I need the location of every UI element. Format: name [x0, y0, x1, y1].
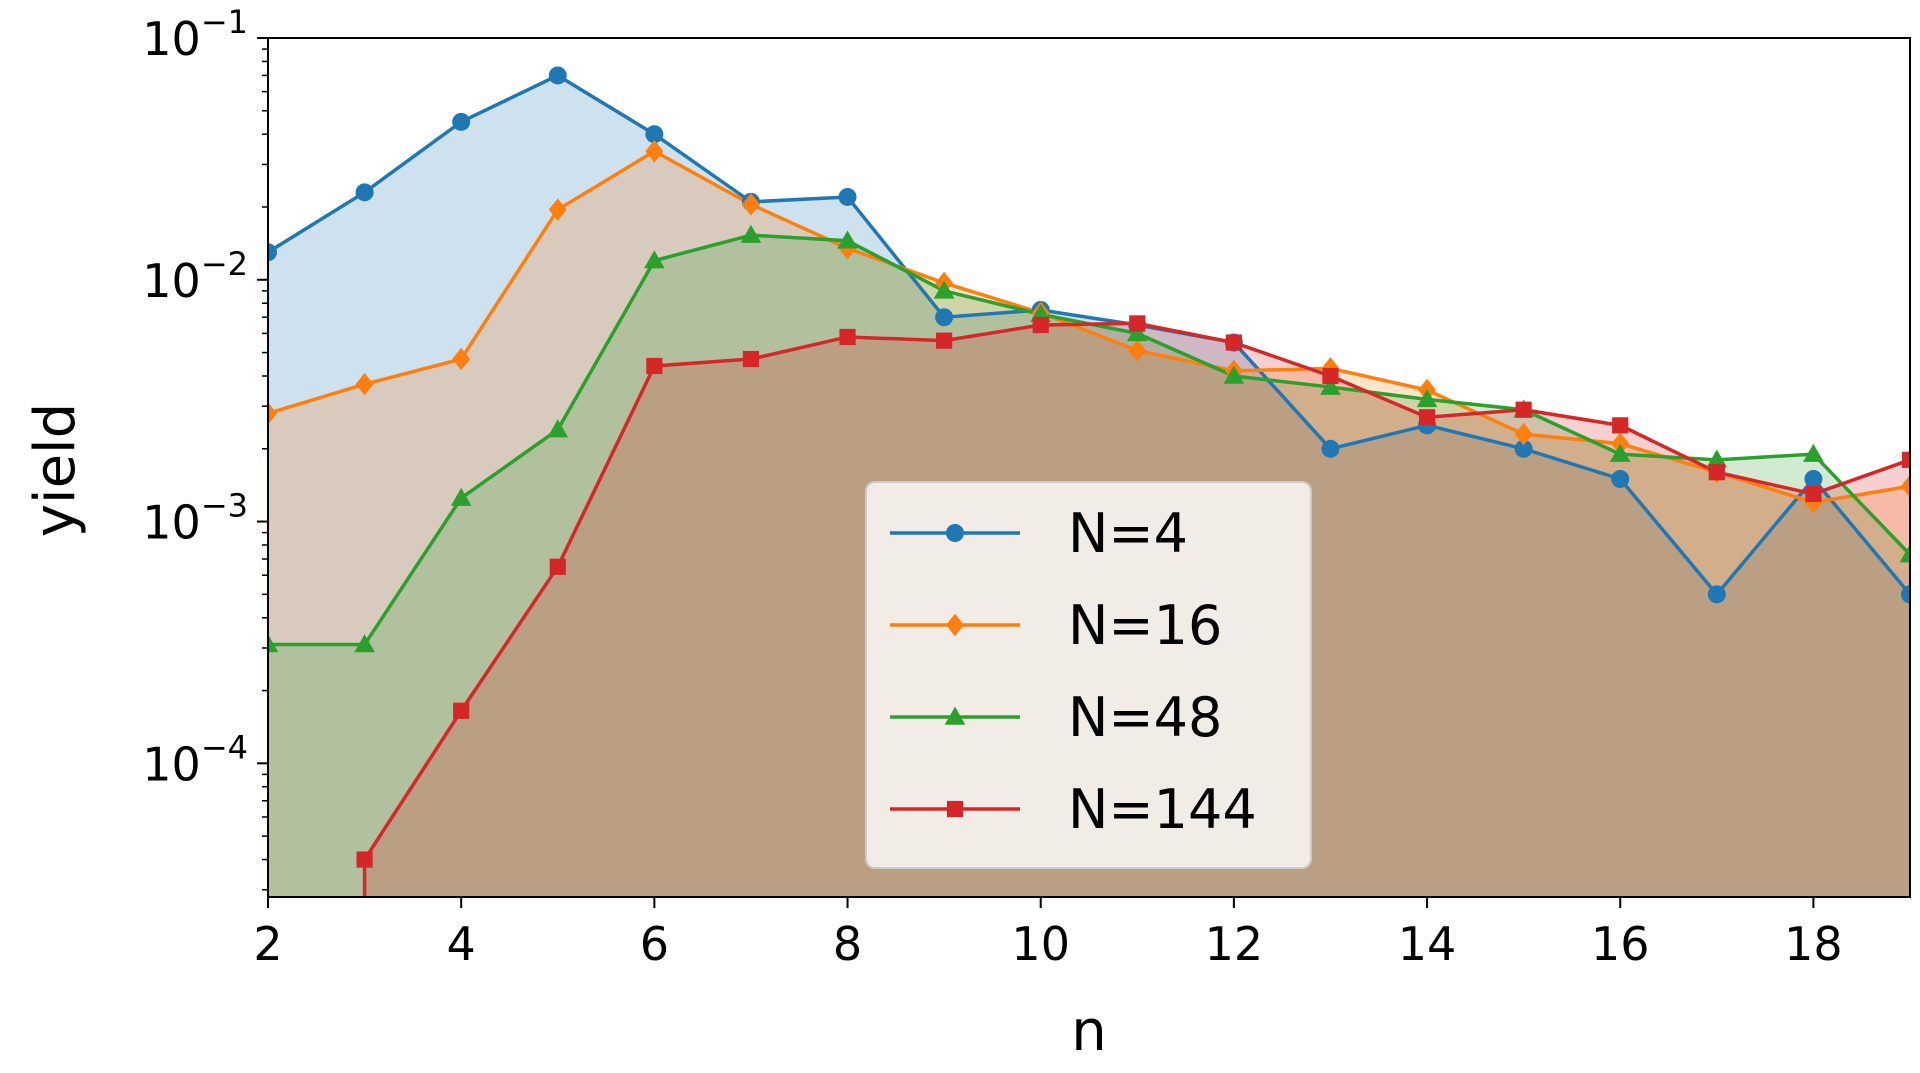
- data-point-n-4-9: [935, 308, 954, 327]
- data-point-n-16-6: [645, 140, 664, 163]
- data-point-n-144-17: [1708, 464, 1725, 481]
- data-point-n-48-11: [1126, 323, 1148, 342]
- data-point-n-4-6: [645, 125, 664, 144]
- data-point-n-48-7: [740, 224, 762, 243]
- data-point-n-144-19: [1901, 451, 1910, 468]
- data-point-n-144-11: [1129, 315, 1146, 332]
- data-point-n-144-14: [1418, 409, 1436, 426]
- data-point-n-144-9: [936, 332, 953, 349]
- axes: [267, 37, 1911, 898]
- data-point-n-16-4: [452, 347, 471, 371]
- y-tick-exponent: −2: [201, 245, 248, 283]
- y-tick-base: 10: [142, 254, 201, 308]
- data-point-n-16-3: [355, 372, 374, 396]
- data-point-n-144-4: [453, 702, 470, 719]
- x-tick-label-2: 2: [253, 917, 282, 971]
- y-tick-base: 10: [142, 737, 201, 791]
- data-point-n-144-7: [742, 350, 760, 368]
- data-point-n-144-12: [1225, 334, 1242, 351]
- y-tick-label: 10−3: [142, 487, 248, 550]
- y-tick-exponent: −3: [201, 487, 248, 525]
- y-tick-base: 10: [142, 12, 201, 66]
- x-axis-label: n: [1071, 999, 1107, 1064]
- data-point-n-144-6: [646, 357, 663, 375]
- data-point-n-48-19: [1899, 544, 1910, 563]
- data-point-n-4-15: [1514, 439, 1533, 458]
- y-tick-label: 10−4: [142, 728, 248, 791]
- x-tick-label-12: 12: [1205, 917, 1264, 971]
- data-point-n-144-10: [1032, 316, 1049, 334]
- y-tick-label: 10−2: [142, 245, 248, 308]
- data-point-n-4-4: [452, 112, 471, 131]
- data-point-n-48-9: [933, 280, 955, 299]
- data-point-n-4-16: [1611, 469, 1630, 488]
- data-point-n-4-17: [1707, 585, 1726, 604]
- x-tick-label-10: 10: [1011, 917, 1070, 971]
- legend-marker-n-16: [946, 613, 964, 637]
- legend-box: [865, 481, 1312, 869]
- data-point-n-48-5: [547, 419, 569, 438]
- data-point-n-48-14: [1416, 389, 1438, 408]
- data-point-n-48-16: [1609, 443, 1631, 462]
- data-point-n-16-19: [1901, 474, 1910, 498]
- data-point-n-16-7: [741, 193, 760, 216]
- data-point-n-48-2: [268, 634, 279, 653]
- data-point-n-144-16: [1612, 417, 1629, 434]
- y-tick-label: 10−1: [142, 3, 248, 66]
- data-point-n-48-4: [450, 487, 472, 506]
- legend-label-n-4: N=4: [1068, 502, 1188, 565]
- x-tick-label-6: 6: [640, 917, 669, 971]
- legend-marker-n-4: [946, 524, 964, 542]
- legend-label-n-16: N=16: [1068, 594, 1222, 657]
- data-point-n-48-8: [837, 230, 858, 249]
- data-point-n-4-8: [838, 187, 857, 206]
- data-point-n-48-3: [354, 634, 375, 653]
- legend-marker-n-144: [946, 800, 964, 818]
- data-point-n-16-11: [1128, 339, 1147, 362]
- data-point-n-48-13: [1320, 376, 1341, 395]
- data-point-n-144-5: [549, 558, 566, 575]
- legend-label-n-48: N=48: [1068, 686, 1222, 749]
- data-point-n-144-8: [839, 328, 856, 346]
- data-point-n-4-13: [1321, 439, 1340, 458]
- x-tick-label-4: 4: [447, 917, 476, 971]
- data-point-n-4-18: [1804, 469, 1823, 488]
- data-point-n-16-15: [1514, 422, 1533, 446]
- x-tick-label-18: 18: [1784, 917, 1843, 971]
- x-tick-label-14: 14: [1398, 917, 1457, 971]
- plot-frame: [267, 37, 1911, 898]
- y-tick-exponent: −1: [201, 3, 248, 41]
- data-point-n-16-2: [268, 402, 277, 425]
- data-point-n-48-6: [644, 250, 665, 269]
- data-point-n-144-3: [356, 851, 373, 868]
- series-markers: [268, 66, 1910, 868]
- y-axis-label: yield: [23, 403, 88, 537]
- data-point-n-144-15: [1515, 401, 1532, 418]
- legend-marker-n-48: [944, 706, 966, 725]
- data-point-n-4-5: [548, 66, 567, 85]
- data-point-n-4-19: [1901, 585, 1910, 604]
- y-tick-base: 10: [142, 496, 201, 550]
- series-lines: [268, 73, 1910, 897]
- legend-label-n-144: N=144: [1068, 778, 1257, 841]
- y-tick-exponent: −4: [201, 728, 248, 766]
- data-point-n-48-18: [1803, 443, 1824, 462]
- series-line-n-16: [268, 149, 1910, 505]
- legend: N=4 N=16 N=48 N=144: [865, 481, 1312, 869]
- x-tick-label-8: 8: [833, 917, 862, 971]
- data-point-n-4-2: [268, 243, 277, 262]
- data-point-n-4-3: [355, 183, 374, 202]
- tick-marks: [257, 37, 1815, 908]
- series-line-n-4: [268, 73, 1910, 598]
- data-point-n-16-5: [548, 198, 567, 221]
- data-point-n-144-13: [1322, 367, 1339, 385]
- x-tick-label-16: 16: [1591, 917, 1650, 971]
- data-point-n-144-18: [1805, 485, 1822, 503]
- data-point-n-48-12: [1223, 365, 1245, 384]
- data-point-n-16-16: [1611, 432, 1630, 455]
- series-line-n-144: [362, 321, 1910, 897]
- data-point-n-48-17: [1706, 449, 1728, 468]
